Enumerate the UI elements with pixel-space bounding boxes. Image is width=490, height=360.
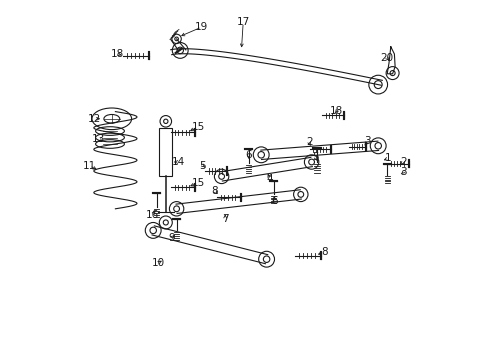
Text: 3: 3 <box>400 167 407 177</box>
Text: 17: 17 <box>237 17 250 27</box>
Text: 14: 14 <box>172 157 185 167</box>
Text: 3: 3 <box>364 136 371 147</box>
Text: 9: 9 <box>169 233 175 243</box>
Text: 10: 10 <box>152 258 165 268</box>
Text: 4: 4 <box>267 174 273 184</box>
Text: 1: 1 <box>385 153 392 163</box>
Text: 5: 5 <box>199 161 206 171</box>
Text: 2: 2 <box>306 137 313 147</box>
Text: 7: 7 <box>222 214 228 224</box>
Text: 11: 11 <box>83 161 96 171</box>
Text: 8: 8 <box>211 186 218 196</box>
Text: 2: 2 <box>400 157 407 167</box>
Text: 13: 13 <box>92 134 105 144</box>
Text: 15: 15 <box>192 178 205 188</box>
Text: 6: 6 <box>271 196 278 206</box>
Text: 20: 20 <box>381 53 394 63</box>
Text: 19: 19 <box>195 22 208 32</box>
Text: 18: 18 <box>111 49 124 59</box>
Text: 16: 16 <box>146 210 159 220</box>
Text: 18: 18 <box>330 106 343 116</box>
Text: 6: 6 <box>245 150 252 160</box>
Text: 8: 8 <box>321 247 327 257</box>
Text: 12: 12 <box>88 114 101 124</box>
Text: 15: 15 <box>192 122 205 132</box>
Bar <box>159 128 172 176</box>
Text: 5: 5 <box>312 152 318 162</box>
